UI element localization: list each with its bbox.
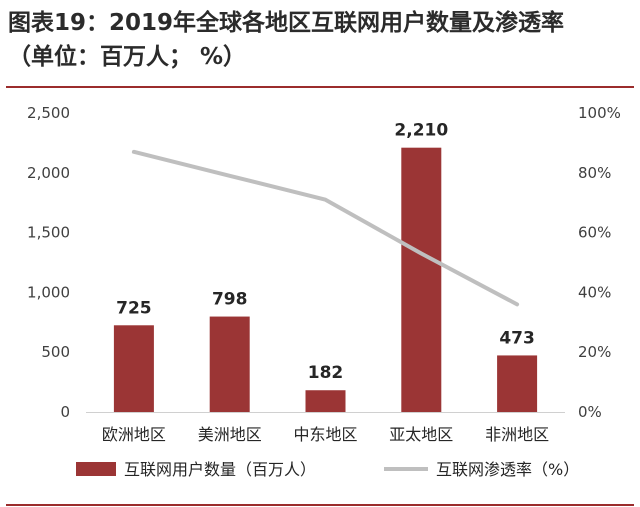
category-label: 亚太地区 [389,425,453,444]
bar [209,316,250,412]
right-tick-label: 60% [578,224,611,242]
bar-data-label: 182 [308,363,344,383]
legend: 互联网用户数量（百万人） 互联网渗透率（%） [76,460,579,479]
left-tick-label: 1,500 [27,224,70,242]
chart-title-line1: 图表19：2019年全球各地区互联网用户数量及渗透率 [8,10,565,36]
left-tick-label: 0 [60,403,70,421]
right-tick-label: 40% [578,283,611,301]
line-point [516,303,518,305]
bar-data-label: 2,210 [394,121,448,141]
legend-line-label: 互联网渗透率（%） [436,460,579,479]
bar [113,325,154,412]
bar [497,355,538,412]
line-point [325,199,326,201]
category-axis: 欧洲地区 美洲地区 中东地区 亚太地区 非洲地区 [102,425,549,444]
bar-data-label: 725 [116,298,152,318]
category-label: 美洲地区 [198,425,262,444]
line-point [420,253,422,255]
legend-bar-swatch [76,462,116,476]
bar-data-label: 473 [499,328,535,348]
bar-data-label: 798 [212,290,248,310]
category-label: 欧洲地区 [102,425,166,444]
right-tick-label: 20% [578,343,611,361]
left-tick-label: 2,500 [27,104,70,122]
left-tick-label: 2,000 [27,164,70,182]
penetration-line [131,149,520,307]
line-series [131,149,520,307]
bar [401,147,442,412]
chart-title-line2: （单位：百万人； %） [8,44,247,70]
category-label: 中东地区 [293,425,357,444]
left-tick-label: 500 [41,343,70,361]
left-tick-label: 1,000 [27,283,70,301]
left-axis: 0 500 1,000 1,500 2,000 2,500 [27,104,70,421]
bar-series: 725 798 182 2,210 473 [113,121,538,412]
title-divider [6,86,634,88]
right-tick-label: 100% [578,104,621,122]
category-label: 非洲地区 [485,425,549,444]
chart-title: 图表19：2019年全球各地区互联网用户数量及渗透率 （单位：百万人； %） [8,6,632,74]
line-point [229,175,231,177]
legend-bar-label: 互联网用户数量（百万人） [124,460,316,479]
right-tick-label: 0% [578,403,602,421]
right-tick-label: 80% [578,164,611,182]
bar [305,390,346,412]
bottom-divider [6,504,634,506]
right-axis: 0% 20% 40% 60% 80% 100% [578,104,621,421]
line-point [133,151,135,153]
